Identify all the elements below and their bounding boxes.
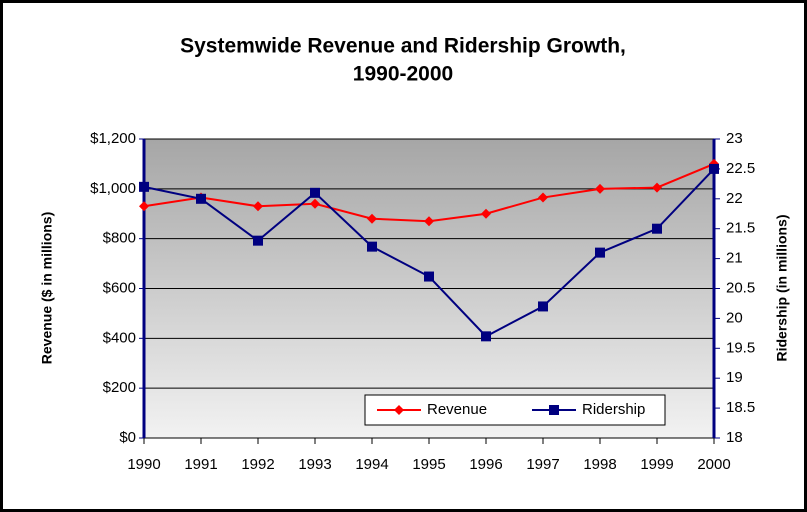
marker (253, 201, 263, 212)
marker (549, 405, 559, 415)
x-tick-label: 1990 (127, 456, 160, 473)
x-tick-label: 1993 (298, 456, 331, 473)
marker (652, 182, 662, 193)
marker (481, 331, 491, 342)
marker (139, 201, 149, 212)
marker (310, 187, 320, 198)
y2-tick-label: 22 (726, 190, 743, 207)
y2-tick-label: 20.5 (726, 279, 755, 296)
y2-tick-label: 19 (726, 369, 743, 386)
y-axis-title: Revenue ($ in millions) (39, 212, 55, 364)
marker (424, 216, 434, 227)
x-tick-label: 1992 (241, 456, 274, 473)
marker (367, 213, 377, 224)
chart-title: 1990-2000 (353, 63, 453, 86)
marker (538, 301, 548, 312)
y2-tick-label: 21 (726, 250, 743, 267)
x-tick-label: 1997 (526, 456, 559, 473)
y2-axis-title: Ridership (in millions) (774, 214, 790, 361)
x-tick-label: 1998 (583, 456, 616, 473)
y2-tick-label: 21.5 (726, 220, 755, 237)
y-tick-label: $1,200 (90, 130, 136, 147)
y2-tick-label: 18 (726, 429, 743, 446)
y-tick-label: $400 (103, 329, 136, 346)
marker (709, 163, 719, 174)
y-tick-label: $1,000 (90, 180, 136, 197)
marker (139, 181, 149, 192)
legend-label: Ridership (582, 401, 645, 418)
marker (394, 405, 404, 415)
x-tick-label: 1991 (184, 456, 217, 473)
y-tick-label: $600 (103, 279, 136, 296)
legend-label: Revenue (427, 401, 487, 418)
marker (196, 193, 206, 204)
y-tick-label: $0 (119, 429, 136, 446)
x-tick-label: 1995 (412, 456, 445, 473)
y2-tick-label: 19.5 (726, 339, 755, 356)
x-tick-label: 1999 (640, 456, 673, 473)
marker (595, 183, 605, 194)
marker (310, 198, 320, 209)
marker (652, 223, 662, 234)
y-tick-label: $200 (103, 379, 136, 396)
x-tick-label: 1996 (469, 456, 502, 473)
marker (481, 208, 491, 219)
marker (367, 241, 377, 252)
x-tick-label: 2000 (697, 456, 730, 473)
y2-tick-label: 20 (726, 309, 743, 326)
chart-title: Systemwide Revenue and Ridership Growth, (180, 35, 626, 58)
marker (424, 271, 434, 282)
y-tick-label: $800 (103, 230, 136, 247)
y2-tick-label: 23 (726, 130, 743, 147)
marker (538, 192, 548, 203)
marker (595, 247, 605, 258)
y2-tick-label: 18.5 (726, 399, 755, 416)
y2-tick-label: 22.5 (726, 160, 755, 177)
marker (253, 235, 263, 246)
x-tick-label: 1994 (355, 456, 388, 473)
